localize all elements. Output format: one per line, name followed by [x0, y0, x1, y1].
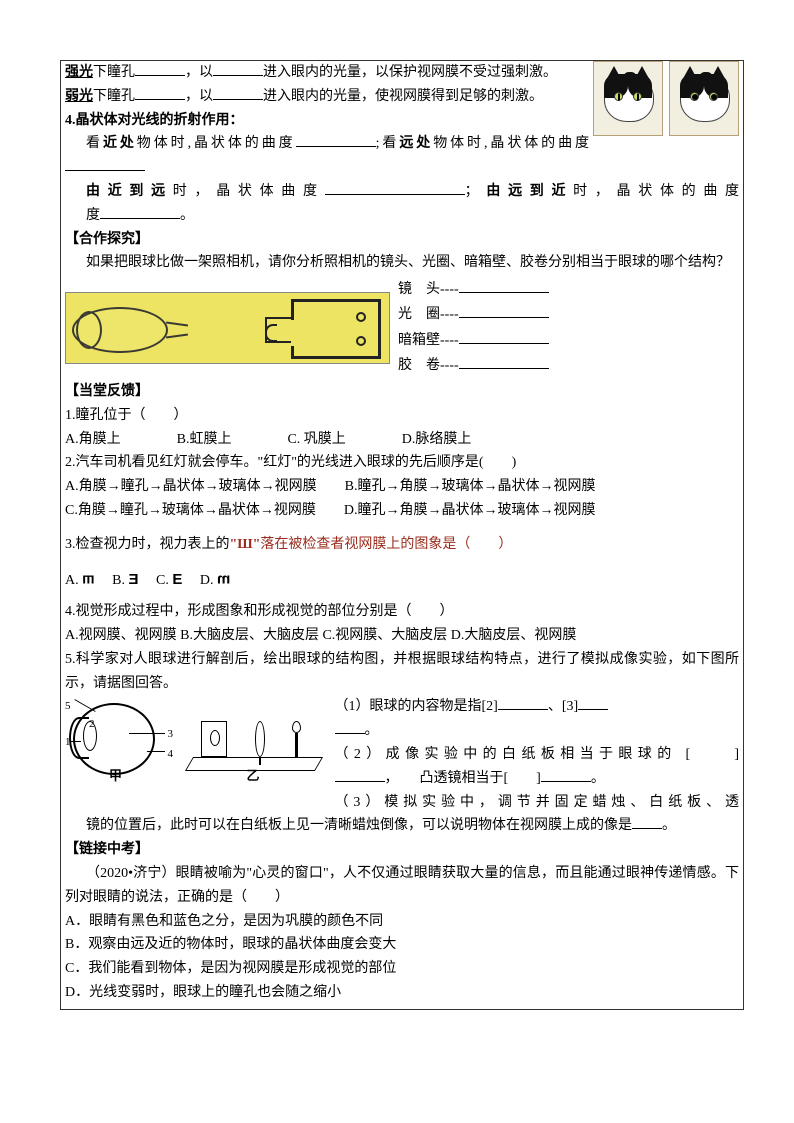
eye-structure-diagram: 5 1 3 4 2 甲	[65, 695, 175, 785]
q5-sub2: （2）成像实验中的白纸板相当于眼球的 [ ]	[335, 743, 740, 767]
feedback-title: 【当堂反馈】	[65, 380, 739, 404]
q4: 4.视觉形成过程中，形成图象和形成视觉的部位分别是（ ）	[65, 600, 739, 624]
q3: 3.检查视力时，视力表上的"Ш"落在被检查者视网膜上的图象是（ ）	[65, 533, 739, 557]
blank[interactable]	[459, 330, 549, 344]
link-opt-c[interactable]: C．我们能看到物体，是因为视网膜是形成视觉的部位	[65, 957, 739, 981]
link-opt-a[interactable]: A．眼睛有黑色和蓝色之分，是因为巩膜的颜色不同	[65, 910, 739, 934]
blank[interactable]	[459, 355, 549, 369]
blank[interactable]	[135, 62, 185, 76]
eye-camera-diagram	[65, 292, 390, 364]
blank[interactable]	[213, 62, 263, 76]
blank[interactable]	[498, 696, 548, 710]
aperture-label: 光 圈----	[398, 307, 459, 322]
link-title: 【链接中考】	[65, 838, 739, 862]
shape-right: E	[172, 567, 182, 593]
blank[interactable]	[296, 133, 376, 147]
caption-yi: 乙	[247, 765, 260, 787]
worksheet-frame: 强光下瞳孔，以进入眼内的光量，以保护视网膜不受过强刺激。 弱光下瞳孔，以进入眼内…	[60, 60, 744, 1010]
q5-sub3-start: （3）模拟实验中，调节并固定蜡烛、白纸板、透	[335, 791, 740, 815]
q2-options-cd[interactable]: C.角膜→瞳孔→玻璃体→晶状体→视网膜 D.瞳孔→角膜→晶状体→玻璃体→视网膜	[65, 499, 739, 523]
weak-label: 弱光	[65, 89, 93, 104]
lens-label: 镜 头----	[398, 282, 459, 297]
blank[interactable]	[459, 279, 549, 293]
strong-label: 强光	[65, 65, 93, 80]
q5-sub1-end: 。	[335, 719, 740, 743]
link-opt-b[interactable]: B．观察由远及近的物体时，眼球的晶状体曲度会变大	[65, 933, 739, 957]
blank[interactable]	[65, 157, 145, 171]
shape-down: ш	[82, 567, 95, 593]
coop-title: 【合作探究】	[65, 228, 739, 252]
blank[interactable]	[541, 768, 591, 782]
blank[interactable]	[335, 768, 385, 782]
q1-options[interactable]: A.角膜上 B.虹膜上 C. 巩膜上 D.脉络膜上	[65, 428, 739, 452]
q4-options[interactable]: A.视网膜、视网膜 B.大脑皮层、大脑皮层 C.视网膜、大脑皮层 D.大脑皮层、…	[65, 624, 739, 648]
optics-experiment-diagram: 乙	[179, 695, 329, 785]
cat-dim-light	[669, 61, 739, 136]
blank[interactable]	[100, 205, 180, 219]
shape-up: ɯ	[217, 567, 230, 593]
q5: 5.科学家对人眼球进行解剖后，绘出眼球的结构图，并根据眼球结构特点，进行了模拟成…	[65, 648, 739, 696]
q5-diagram-row: 5 1 3 4 2 甲 乙	[65, 695, 739, 814]
link-stem: （2020•济宁）眼睛被喻为"心灵的窗口"，人不仅通过眼睛获取大量的信息，而且能…	[65, 862, 739, 910]
blank[interactable]	[578, 696, 608, 710]
q2-options-ab[interactable]: A.角膜→瞳孔→晶状体→玻璃体→视网膜 B.瞳孔→角膜→玻璃体→晶状体→视网膜	[65, 475, 739, 499]
blank[interactable]	[213, 86, 263, 100]
q5-sub2b: ， 凸透镜相当于[ ]。	[335, 767, 740, 791]
e-symbol: "Ш"	[230, 537, 261, 552]
camera-parts-list: 镜 头---- 光 圈---- 暗箱壁---- 胶 卷----	[398, 277, 549, 378]
blank[interactable]	[325, 181, 465, 195]
blank[interactable]	[135, 86, 185, 100]
cat-bright-light	[593, 61, 663, 136]
cat-illustrations	[593, 61, 739, 136]
darkbox-label: 暗箱壁----	[398, 333, 459, 348]
caption-jia: 甲	[109, 765, 122, 787]
q2: 2.汽车司机看见红灯就会停车。"红灯"的光线进入眼球的先后顺序是( )	[65, 451, 739, 475]
section-4-line2: 由近到远时，晶状体曲度；由远到近时，晶状体的曲度	[65, 180, 739, 204]
blank[interactable]	[459, 304, 549, 318]
q1: 1.瞳孔位于（ ）	[65, 404, 739, 428]
film-label: 胶 卷----	[398, 358, 459, 373]
link-opt-d[interactable]: D．光线变弱时，眼球上的瞳孔也会随之缩小	[65, 981, 739, 1005]
coop-question: 如果把眼球比做一架照相机，请你分析照相机的镜头、光圈、暗箱壁、胶卷分别相当于眼球…	[65, 251, 739, 275]
blank[interactable]	[632, 815, 662, 829]
shape-left: Ǝ	[128, 567, 138, 593]
q5-sub3-cont: 镜的位置后，此时可以在白纸板上见一清晰蜡烛倒像，可以说明物体在视网膜上成的像是。	[65, 814, 739, 838]
q5-sub1: （1）眼球的内容物是指[2]、[3]	[335, 695, 740, 719]
section-4-line1: 看近处物体时,晶状体的曲度;看远处物体时,晶状体的曲度	[65, 132, 739, 180]
blank[interactable]	[335, 720, 365, 734]
section-4-line2b: 度。	[65, 204, 739, 228]
q3-options[interactable]: A. ш B. Ǝ C. E D. ɯ	[65, 567, 739, 593]
eye-camera-diagram-row: 镜 头---- 光 圈---- 暗箱壁---- 胶 卷----	[65, 277, 739, 378]
